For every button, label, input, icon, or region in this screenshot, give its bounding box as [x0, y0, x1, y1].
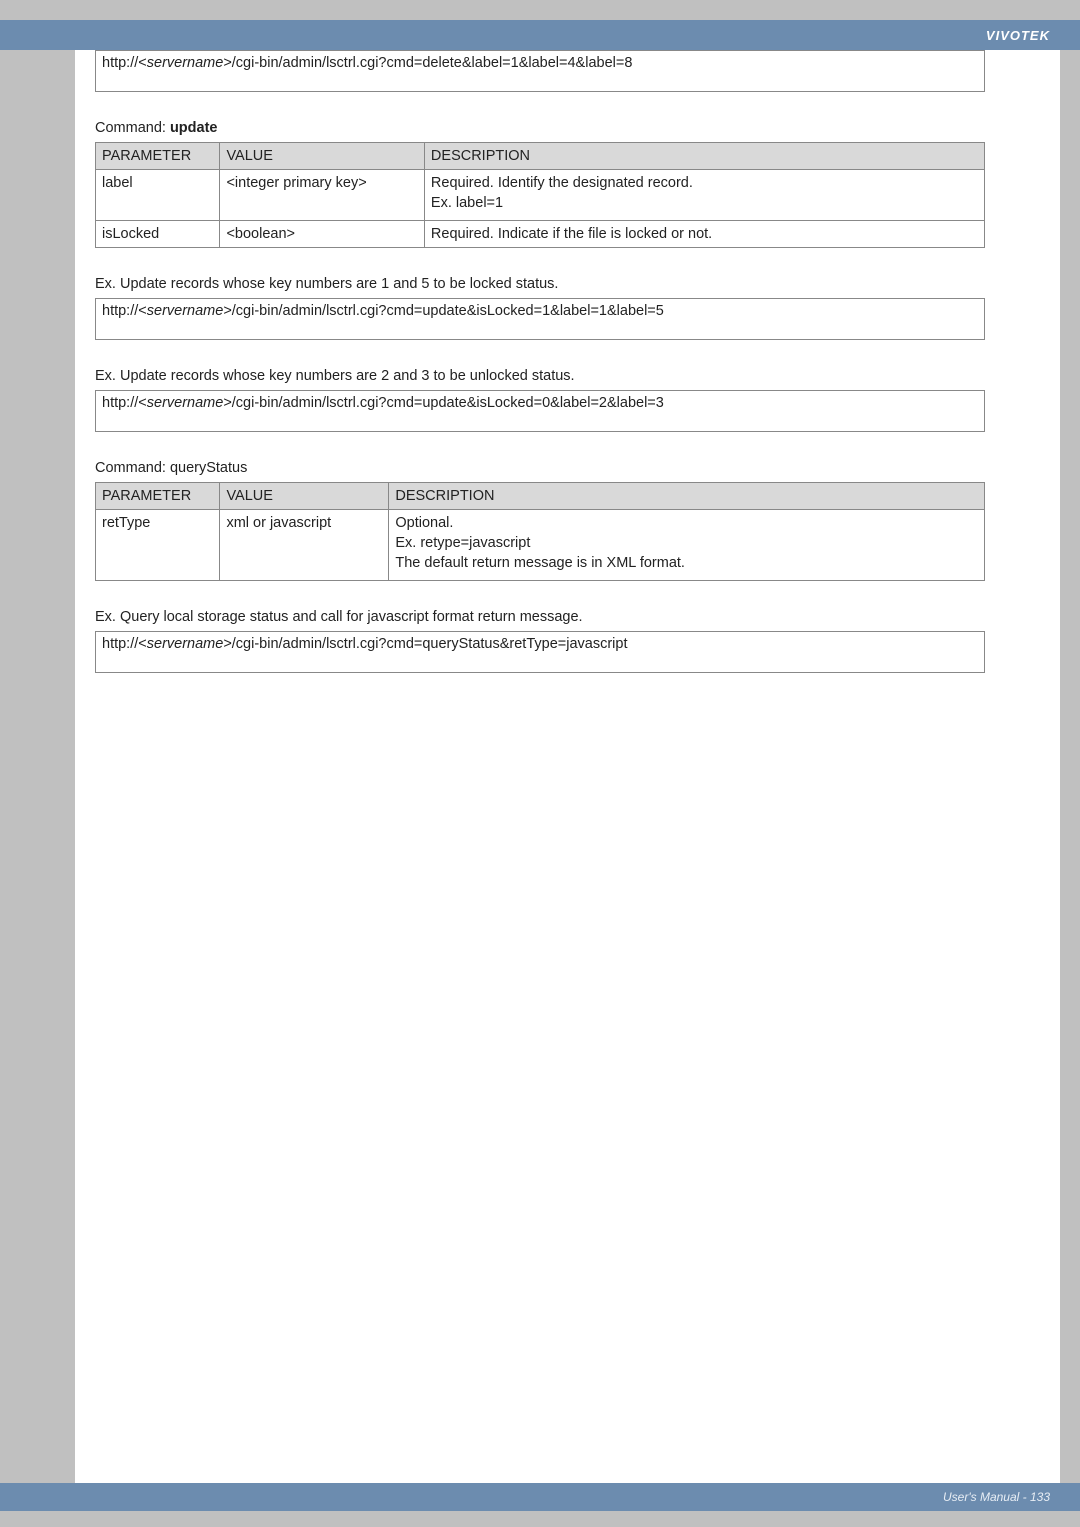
cell-param: retType — [96, 510, 220, 581]
cell-param: isLocked — [96, 221, 220, 248]
th-parameter: PARAMETER — [96, 483, 220, 510]
update-table: PARAMETER VALUE DESCRIPTION label <integ… — [95, 142, 985, 248]
url-suffix: >/cgi-bin/admin/lsctrl.cgi?cmd=update&is… — [223, 395, 664, 411]
page-wrapper: VIVOTEK http://<servername>/cgi-bin/admi… — [0, 0, 1080, 1527]
brand-strip: VIVOTEK — [0, 20, 1080, 50]
desc-line2: Ex. label=1 — [431, 195, 978, 211]
example-1-label: Ex. Update records whose key numbers are… — [95, 276, 985, 292]
url-box-query: http://<servername>/cgi-bin/admin/lsctrl… — [95, 631, 985, 673]
footer-band: User's Manual - 133 — [0, 1483, 1080, 1511]
desc-line1: Optional. — [395, 515, 978, 531]
footer-text: User's Manual - 133 — [943, 1490, 1050, 1504]
servername: servername — [147, 636, 224, 652]
command-update-label: Command: update — [95, 120, 985, 136]
right-rail — [1060, 50, 1080, 1490]
url-box-update2: http://<servername>/cgi-bin/admin/lsctrl… — [95, 390, 985, 432]
cell-value: <boolean> — [220, 221, 424, 248]
th-description: DESCRIPTION — [424, 143, 984, 170]
url-prefix: http://< — [102, 303, 147, 319]
url-suffix: >/cgi-bin/admin/lsctrl.cgi?cmd=delete&la… — [223, 55, 632, 71]
servername: servername — [147, 303, 224, 319]
inner-content: http://<servername>/cgi-bin/admin/lsctrl… — [95, 50, 985, 673]
content-area: http://<servername>/cgi-bin/admin/lsctrl… — [0, 50, 1080, 1490]
url-box-update1: http://<servername>/cgi-bin/admin/lsctrl… — [95, 298, 985, 340]
left-rail — [0, 50, 75, 1490]
top-margin — [0, 0, 1080, 20]
cell-desc: Required. Identify the designated record… — [424, 170, 984, 221]
th-parameter: PARAMETER — [96, 143, 220, 170]
servername: servername — [147, 55, 224, 71]
cmd-bold: update — [170, 120, 218, 136]
table-row: label <integer primary key> Required. Id… — [96, 170, 985, 221]
cell-value: <integer primary key> — [220, 170, 424, 221]
query-table: PARAMETER VALUE DESCRIPTION retType xml … — [95, 482, 985, 581]
url-suffix: >/cgi-bin/admin/lsctrl.cgi?cmd=update&is… — [223, 303, 664, 319]
table-row: retType xml or javascript Optional. Ex. … — [96, 510, 985, 581]
command-query-label: Command: queryStatus — [95, 460, 985, 476]
url-prefix: http://< — [102, 395, 147, 411]
th-description: DESCRIPTION — [389, 483, 985, 510]
url-suffix: >/cgi-bin/admin/lsctrl.cgi?cmd=queryStat… — [223, 636, 627, 652]
url-prefix: http://< — [102, 636, 147, 652]
url-box-delete: http://<servername>/cgi-bin/admin/lsctrl… — [95, 50, 985, 92]
desc-line2: Ex. retype=javascript — [395, 535, 978, 551]
brand-text: VIVOTEK — [986, 28, 1050, 43]
cmd-prefix: Command: — [95, 120, 170, 136]
url-prefix: http://< — [102, 55, 147, 71]
desc-line1: Required. Identify the designated record… — [431, 175, 978, 191]
servername: servername — [147, 395, 224, 411]
th-value: VALUE — [220, 143, 424, 170]
cell-desc: Required. Indicate if the file is locked… — [424, 221, 984, 248]
cell-desc: Optional. Ex. retype=javascript The defa… — [389, 510, 985, 581]
desc-line3: The default return message is in XML for… — [395, 555, 978, 571]
table-header-row: PARAMETER VALUE DESCRIPTION — [96, 143, 985, 170]
cell-param: label — [96, 170, 220, 221]
table-row: isLocked <boolean> Required. Indicate if… — [96, 221, 985, 248]
example-2-label: Ex. Update records whose key numbers are… — [95, 368, 985, 384]
example-3-label: Ex. Query local storage status and call … — [95, 609, 985, 625]
th-value: VALUE — [220, 483, 389, 510]
cell-value: xml or javascript — [220, 510, 389, 581]
table-header-row: PARAMETER VALUE DESCRIPTION — [96, 483, 985, 510]
